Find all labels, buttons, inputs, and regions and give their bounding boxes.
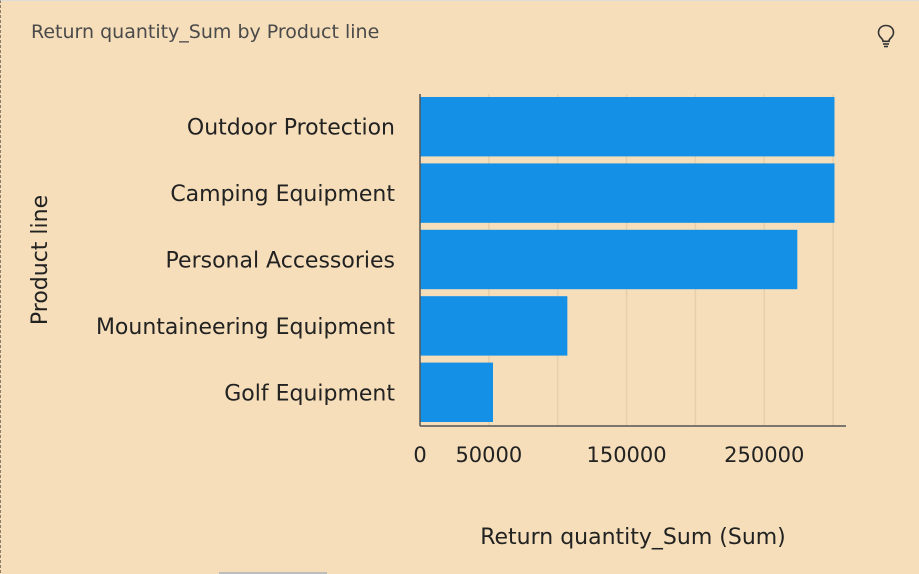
bar[interactable] [420, 362, 493, 422]
bar[interactable] [420, 97, 835, 157]
bar[interactable] [420, 296, 568, 356]
x-tick-label: 50000 [455, 443, 522, 467]
category-label: Camping Equipment [170, 182, 395, 207]
x-tick-label: 150000 [586, 443, 666, 467]
category-label: Personal Accessories [166, 249, 395, 274]
chart-bars [420, 97, 835, 422]
x-tick-label: 0 [413, 443, 426, 467]
y-axis-title: Product line [28, 195, 53, 325]
x-tick-labels: 0 50000 150000 250000 [413, 443, 804, 467]
bar[interactable] [420, 229, 798, 290]
category-label: Golf Equipment [224, 381, 395, 406]
lightbulb-icon[interactable] [874, 23, 898, 49]
x-axis-title: Return quantity_Sum (Sum) [480, 525, 786, 550]
chart-title: Return quantity_Sum by Product line [31, 21, 380, 43]
bar[interactable] [420, 163, 835, 223]
category-labels: Outdoor Protection Camping Equipment Perso… [96, 116, 395, 407]
category-label: Outdoor Protection [187, 116, 395, 141]
x-tick-label: 250000 [724, 443, 804, 467]
category-label: Mountaineering Equipment [96, 315, 395, 340]
